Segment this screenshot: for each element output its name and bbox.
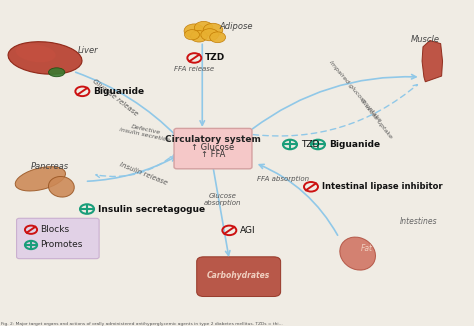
Text: Impaired glucose uptake: Impaired glucose uptake <box>328 60 383 123</box>
Circle shape <box>191 31 208 42</box>
Ellipse shape <box>15 167 65 191</box>
Text: TZD: TZD <box>205 53 225 63</box>
Ellipse shape <box>48 176 74 197</box>
Text: Biguanide: Biguanide <box>93 87 144 96</box>
Text: Glucose release: Glucose release <box>91 78 139 117</box>
Text: AGI: AGI <box>240 226 255 235</box>
Text: Blocks: Blocks <box>40 225 70 234</box>
FancyBboxPatch shape <box>174 128 252 169</box>
Text: ↑ Glucose: ↑ Glucose <box>191 142 235 152</box>
Ellipse shape <box>340 237 375 270</box>
Text: Carbohydrates: Carbohydrates <box>207 271 270 280</box>
Circle shape <box>194 22 213 34</box>
FancyArrowPatch shape <box>96 152 177 177</box>
Text: Glucose uptake: Glucose uptake <box>359 98 393 140</box>
Text: Intestines: Intestines <box>400 217 437 226</box>
FancyBboxPatch shape <box>197 257 281 297</box>
Text: Promotes: Promotes <box>40 241 83 249</box>
Text: Pancreas: Pancreas <box>31 162 69 170</box>
FancyBboxPatch shape <box>17 218 99 259</box>
Text: TZD: TZD <box>301 140 319 149</box>
FancyArrowPatch shape <box>253 75 416 129</box>
Text: Intestinal lipase inhibitor: Intestinal lipase inhibitor <box>322 182 442 191</box>
Text: Glucose
absorption: Glucose absorption <box>203 193 241 206</box>
Text: Circulatory system: Circulatory system <box>165 135 261 144</box>
FancyArrowPatch shape <box>259 164 337 235</box>
Polygon shape <box>422 40 443 82</box>
Text: Fat: Fat <box>361 244 373 253</box>
Circle shape <box>184 24 205 38</box>
Ellipse shape <box>48 68 65 77</box>
FancyArrowPatch shape <box>200 44 204 125</box>
FancyArrowPatch shape <box>88 157 175 181</box>
Text: Biguanide: Biguanide <box>328 140 380 149</box>
Circle shape <box>184 30 200 40</box>
Text: Liver: Liver <box>78 46 98 54</box>
Text: Insulin secretagogue: Insulin secretagogue <box>98 204 205 214</box>
Circle shape <box>210 32 226 43</box>
Circle shape <box>201 29 219 41</box>
Ellipse shape <box>8 42 82 74</box>
Text: Muscle: Muscle <box>411 35 440 44</box>
Text: Fig. 2: Major target organs and actions of orally administered antihyperglycemic: Fig. 2: Major target organs and actions … <box>0 322 283 326</box>
Text: Defective
insulin secretion: Defective insulin secretion <box>119 122 172 143</box>
Text: FFA release: FFA release <box>174 66 214 72</box>
Text: Adipose: Adipose <box>219 22 253 31</box>
Text: Insulin release: Insulin release <box>118 162 168 186</box>
Text: FFA absorption: FFA absorption <box>257 176 309 182</box>
Text: ↑ FFA: ↑ FFA <box>201 150 225 159</box>
FancyArrowPatch shape <box>76 72 177 137</box>
FancyArrowPatch shape <box>253 85 417 136</box>
Circle shape <box>203 23 223 37</box>
FancyArrowPatch shape <box>213 170 230 255</box>
Ellipse shape <box>16 44 56 62</box>
